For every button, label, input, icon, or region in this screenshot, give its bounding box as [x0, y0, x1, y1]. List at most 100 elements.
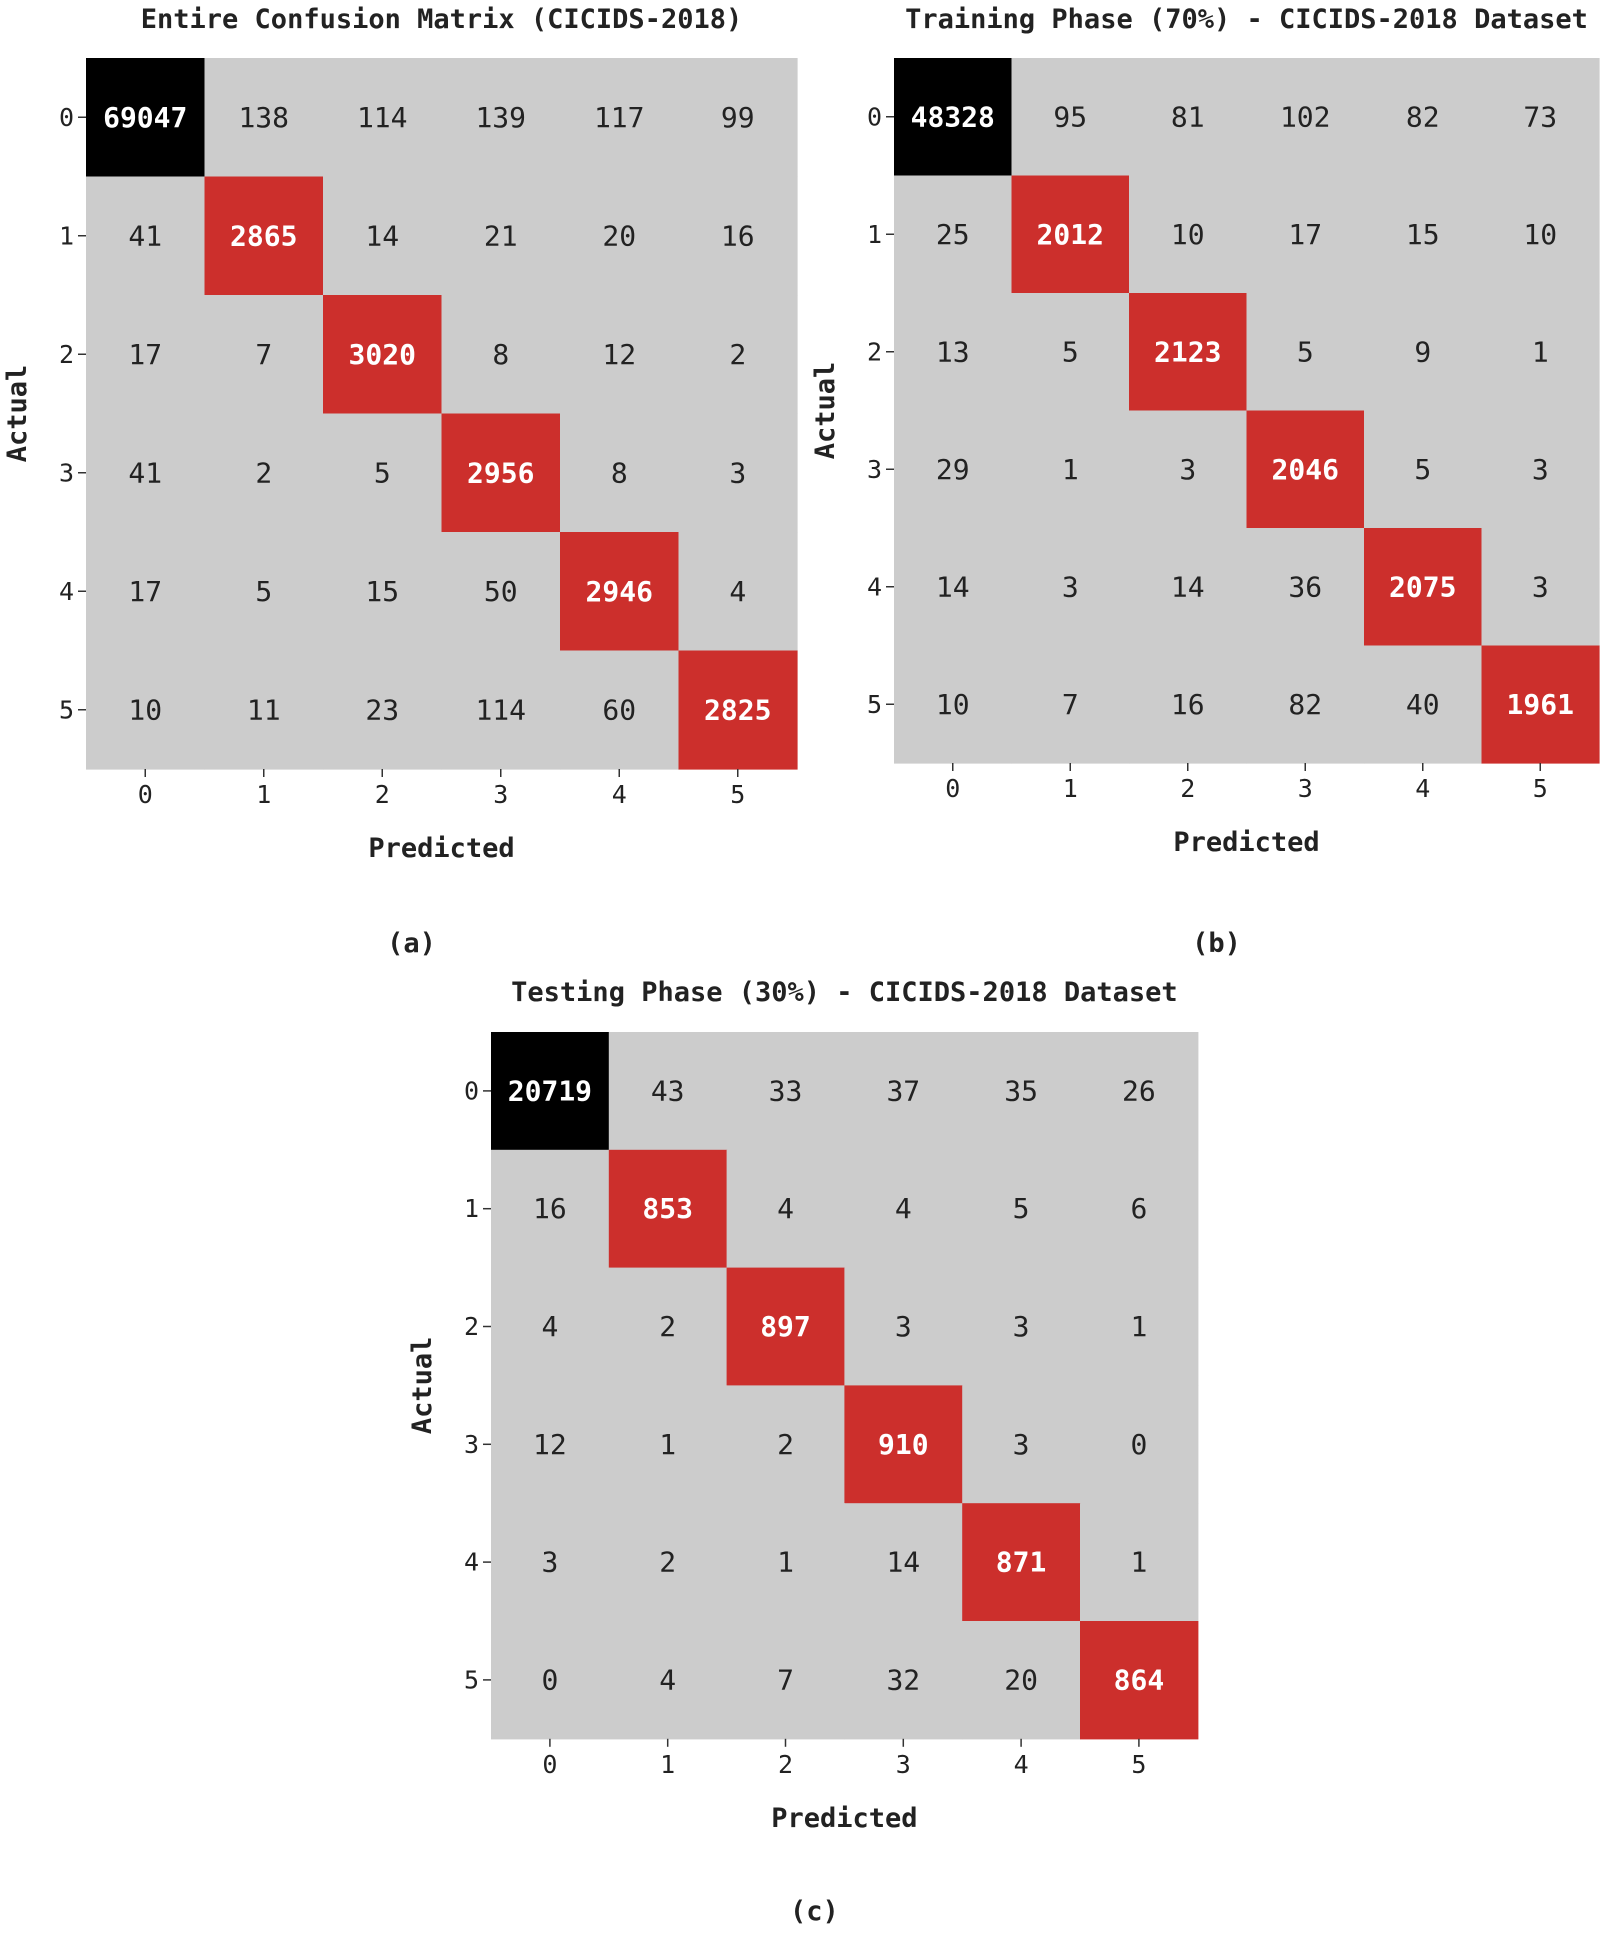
cell-value-label: 20719 [508, 1074, 592, 1107]
heatmap-cell [678, 295, 798, 415]
x-tick-label: 0 [542, 1750, 557, 1779]
heatmap-cell [894, 645, 1013, 764]
cell-value-label: 5 [1062, 335, 1079, 368]
heatmap-cell [323, 176, 443, 296]
heatmap-cell [204, 413, 324, 533]
y-axis-label: Actual [407, 1337, 438, 1435]
heatmap-cell [86, 532, 206, 652]
heatmap-cell [323, 650, 443, 770]
x-tick-label: 1 [256, 780, 271, 809]
cell-value-label: 15 [1406, 218, 1440, 251]
heatmap-cell [560, 58, 680, 178]
cell-value-label: 3 [895, 1310, 912, 1343]
heatmap-cell [608, 1149, 728, 1269]
cell-value-label: 32 [886, 1663, 920, 1696]
heatmap-cell [894, 410, 1013, 529]
cell-value-label: 7 [777, 1663, 794, 1696]
cell-value-label: 10 [936, 688, 970, 721]
x-tick-label: 4 [1415, 774, 1430, 803]
panel-caption: (b) [1192, 928, 1241, 959]
y-tick-label: 5 [464, 1665, 479, 1694]
heatmap-cell [608, 1503, 728, 1622]
heatmap-cell [86, 176, 206, 296]
heatmap-cell [1011, 58, 1130, 177]
y-tick-label: 2 [59, 340, 74, 369]
heatmap-cell [1364, 175, 1483, 294]
cell-value-label: 1961 [1507, 688, 1574, 721]
heatmap-cell [560, 413, 680, 533]
y-tick-label: 4 [464, 1548, 479, 1577]
heatmap-cell [962, 1267, 1081, 1386]
x-tick-label: 4 [612, 780, 627, 809]
heatmap-cell [491, 1032, 610, 1151]
panel-title: Testing Phase (30%) - CICIDS-2018 Datase… [511, 977, 1177, 1008]
x-tick-label: 1 [660, 1750, 675, 1779]
heatmap-cell [441, 532, 561, 652]
heatmap-cell [1080, 1621, 1199, 1740]
heatmap-cell [1011, 175, 1130, 294]
cell-value-label: 5 [374, 456, 391, 489]
heatmap-cell [441, 413, 561, 533]
heatmap-cell [726, 1621, 845, 1740]
heatmap-cell [204, 532, 324, 652]
cell-value-label: 17 [128, 575, 162, 608]
heatmap-cell [1481, 293, 1600, 412]
heatmap-cell [608, 1621, 728, 1740]
heatmap-cell [204, 650, 324, 770]
cell-value-label: 2012 [1037, 218, 1104, 251]
cell-value-label: 17 [128, 338, 162, 371]
heatmap-cell [86, 58, 206, 178]
y-tick-label: 3 [464, 1430, 479, 1459]
panel-caption: (c) [790, 1896, 839, 1927]
x-axis-label: Predicted [1173, 827, 1319, 858]
heatmap-cell [1080, 1032, 1199, 1151]
cell-value-label: 26 [1122, 1074, 1156, 1107]
cell-value-label: 2956 [467, 456, 534, 489]
panel-title: Entire Confusion Matrix (CICIDS-2018) [141, 4, 742, 35]
cell-value-label: 897 [760, 1310, 811, 1343]
x-tick-label: 2 [1180, 774, 1195, 803]
cell-value-label: 82 [1406, 100, 1440, 133]
heatmap-cell [441, 58, 561, 178]
cell-value-label: 1 [659, 1428, 676, 1461]
cell-value-label: 10 [1523, 218, 1557, 251]
x-tick-label: 5 [1533, 774, 1548, 803]
heatmap-cell [678, 650, 798, 770]
heatmap-cell [962, 1503, 1081, 1622]
cell-value-label: 3 [541, 1546, 558, 1579]
heatmap-cell [608, 1385, 728, 1504]
heatmap-cell [491, 1503, 610, 1622]
cell-value-label: 16 [533, 1192, 567, 1225]
cell-value-label: 12 [533, 1428, 567, 1461]
cell-value-label: 14 [365, 219, 399, 252]
heatmap-cell [1364, 528, 1483, 647]
x-tick-label: 4 [1014, 1750, 1029, 1779]
heatmap-cell [844, 1503, 963, 1622]
cell-value-label: 2946 [586, 575, 653, 608]
cell-value-label: 4 [659, 1663, 676, 1696]
heatmap-cell [962, 1385, 1081, 1504]
heatmap-cell [678, 413, 798, 533]
x-tick-label: 2 [778, 1750, 793, 1779]
x-tick-label: 3 [896, 1750, 911, 1779]
heatmap-cell [491, 1149, 610, 1269]
heatmap-cell [726, 1385, 845, 1504]
heatmap-cell [1246, 175, 1365, 294]
cell-value-label: 12 [602, 338, 636, 371]
heatmap-cell [678, 176, 798, 296]
heatmap-cell [491, 1385, 610, 1504]
heatmap-cell [1481, 645, 1600, 764]
heatmap-cell [1246, 528, 1365, 647]
y-tick-label: 1 [464, 1194, 479, 1223]
heatmap-cell [844, 1621, 963, 1740]
cell-value-label: 1 [777, 1546, 794, 1579]
y-tick-label: 0 [59, 103, 74, 132]
cell-value-label: 8 [611, 456, 628, 489]
cell-value-label: 41 [128, 456, 162, 489]
cell-value-label: 6 [1130, 1192, 1147, 1225]
panel-title: Training Phase (70%) - CICIDS-2018 Datas… [905, 4, 1588, 35]
x-axis-label: Predicted [771, 1803, 917, 1834]
cell-value-label: 864 [1114, 1663, 1165, 1696]
heatmap-cell [1011, 645, 1130, 764]
cell-value-label: 20 [1004, 1663, 1038, 1696]
